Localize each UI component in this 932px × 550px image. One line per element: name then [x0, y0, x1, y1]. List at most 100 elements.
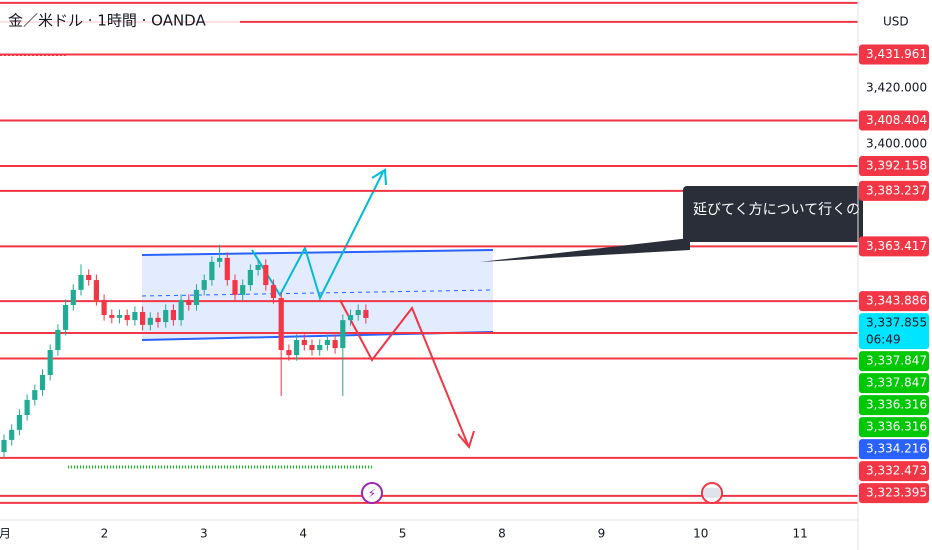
- x-tick-label: 5: [399, 527, 407, 541]
- price-label-bg: [859, 395, 929, 416]
- price-label: 3,337.847: [866, 376, 927, 390]
- candle-body: [39, 374, 46, 391]
- x-tick-label: 10: [693, 527, 708, 541]
- x-tick-label: 9: [598, 527, 606, 541]
- price-label-bg: [859, 313, 929, 350]
- candle-body: [263, 264, 269, 286]
- price-label: 3,332.473: [866, 464, 927, 478]
- price-label: 3,431.961: [866, 47, 927, 61]
- candle-body: [240, 285, 246, 295]
- price-label: 3,392.158: [866, 158, 927, 172]
- candle-body: [32, 390, 38, 400]
- candle-body: [301, 339, 307, 346]
- price-label: 3,383.237: [866, 183, 927, 197]
- price-label: 3,337.855: [866, 316, 927, 330]
- candle-body: [186, 299, 192, 305]
- candle-body: [124, 315, 130, 321]
- candle-body: [116, 315, 123, 318]
- candle-body: [24, 399, 30, 416]
- range-top: [141, 249, 494, 256]
- candle-body: [224, 257, 230, 281]
- candle-body: [86, 275, 92, 281]
- range-mid: [141, 289, 494, 297]
- price-label-bg: [859, 351, 929, 372]
- candle-body: [147, 317, 153, 325]
- y-tick-label: 3,400.000: [866, 136, 927, 150]
- candle-body: [363, 310, 369, 318]
- price-label-bg: [859, 180, 929, 201]
- x-tick-label: 2: [101, 527, 109, 541]
- countdown: 06:49: [866, 333, 901, 347]
- candle-body: [9, 429, 15, 440]
- price-label-bg: [859, 110, 929, 131]
- up-scenario: [251, 171, 384, 301]
- price-label: 3,336.316: [866, 398, 927, 412]
- candle-body: [70, 289, 76, 305]
- candle-body: [101, 299, 107, 316]
- candle-body: [63, 304, 69, 330]
- chart-title: 金／米ドル · 1時間 · OANDA: [8, 12, 206, 30]
- price-label-bg: [859, 44, 929, 65]
- candle-body: [232, 280, 238, 295]
- price-label-bg: [859, 373, 929, 394]
- price-label-bg: [859, 155, 929, 176]
- price-label-bg: [859, 483, 929, 504]
- candle-body: [324, 339, 330, 346]
- candle-body: [55, 329, 61, 351]
- candle-body: [340, 320, 346, 349]
- candle-body: [294, 339, 300, 356]
- x-tick-label: 11: [793, 527, 808, 541]
- price-label-bg: [859, 417, 929, 438]
- candle-body: [132, 311, 138, 321]
- candle-body: [1, 439, 7, 452]
- candle-body: [78, 275, 84, 290]
- event-icon-glyph: ⚡: [368, 487, 376, 501]
- price-label: 3,343.886: [866, 294, 927, 308]
- candle-body: [16, 415, 22, 430]
- candle-body: [255, 264, 261, 270]
- candle-body: [317, 345, 323, 351]
- candle-body: [355, 310, 361, 316]
- x-tick-label: 月: [0, 527, 11, 541]
- candle-body: [193, 289, 200, 305]
- candle-body: [109, 315, 115, 318]
- candle-body: [201, 280, 207, 290]
- candle-body: [93, 280, 99, 300]
- candle-body: [332, 339, 338, 349]
- price-label-bg: [859, 439, 929, 460]
- callout-text: 延びてく方について行くの: [693, 202, 860, 218]
- price-label: 3,323.395: [866, 486, 927, 500]
- candle-body: [270, 285, 277, 298]
- down-arrowhead: [457, 430, 475, 450]
- plot-area: [0, 1, 858, 504]
- candle-body: [155, 317, 161, 323]
- x-tick-label: 3: [200, 527, 208, 541]
- price-label: 3,363.417: [866, 239, 927, 253]
- price-label: 3,337.847: [866, 354, 927, 368]
- y-tick-label: 3,420.000: [866, 80, 927, 94]
- price-label: 3,334.216: [866, 442, 927, 456]
- up-arrowhead: [371, 168, 387, 186]
- candle-body: [140, 311, 146, 325]
- candle-body: [163, 310, 169, 323]
- candle-body: [209, 261, 215, 281]
- callout-pointer: [480, 238, 690, 262]
- flag: [704, 488, 720, 498]
- candle-body: [309, 345, 315, 351]
- currency: USD: [883, 15, 909, 29]
- price-label-bg: [859, 236, 929, 257]
- candle-body: [247, 269, 253, 286]
- candle-body: [217, 257, 223, 262]
- price-label: 3,408.404: [866, 113, 927, 127]
- callout-box: [683, 186, 863, 242]
- x-tick-label: 8: [498, 527, 506, 541]
- candle-body: [178, 299, 184, 321]
- price-label: 3,336.316: [866, 420, 927, 434]
- event-icon: [361, 482, 383, 504]
- candle-body: [170, 310, 176, 321]
- price-label-bg: [859, 291, 929, 312]
- x-tick-label: 4: [299, 527, 307, 541]
- candle-body: [47, 350, 53, 375]
